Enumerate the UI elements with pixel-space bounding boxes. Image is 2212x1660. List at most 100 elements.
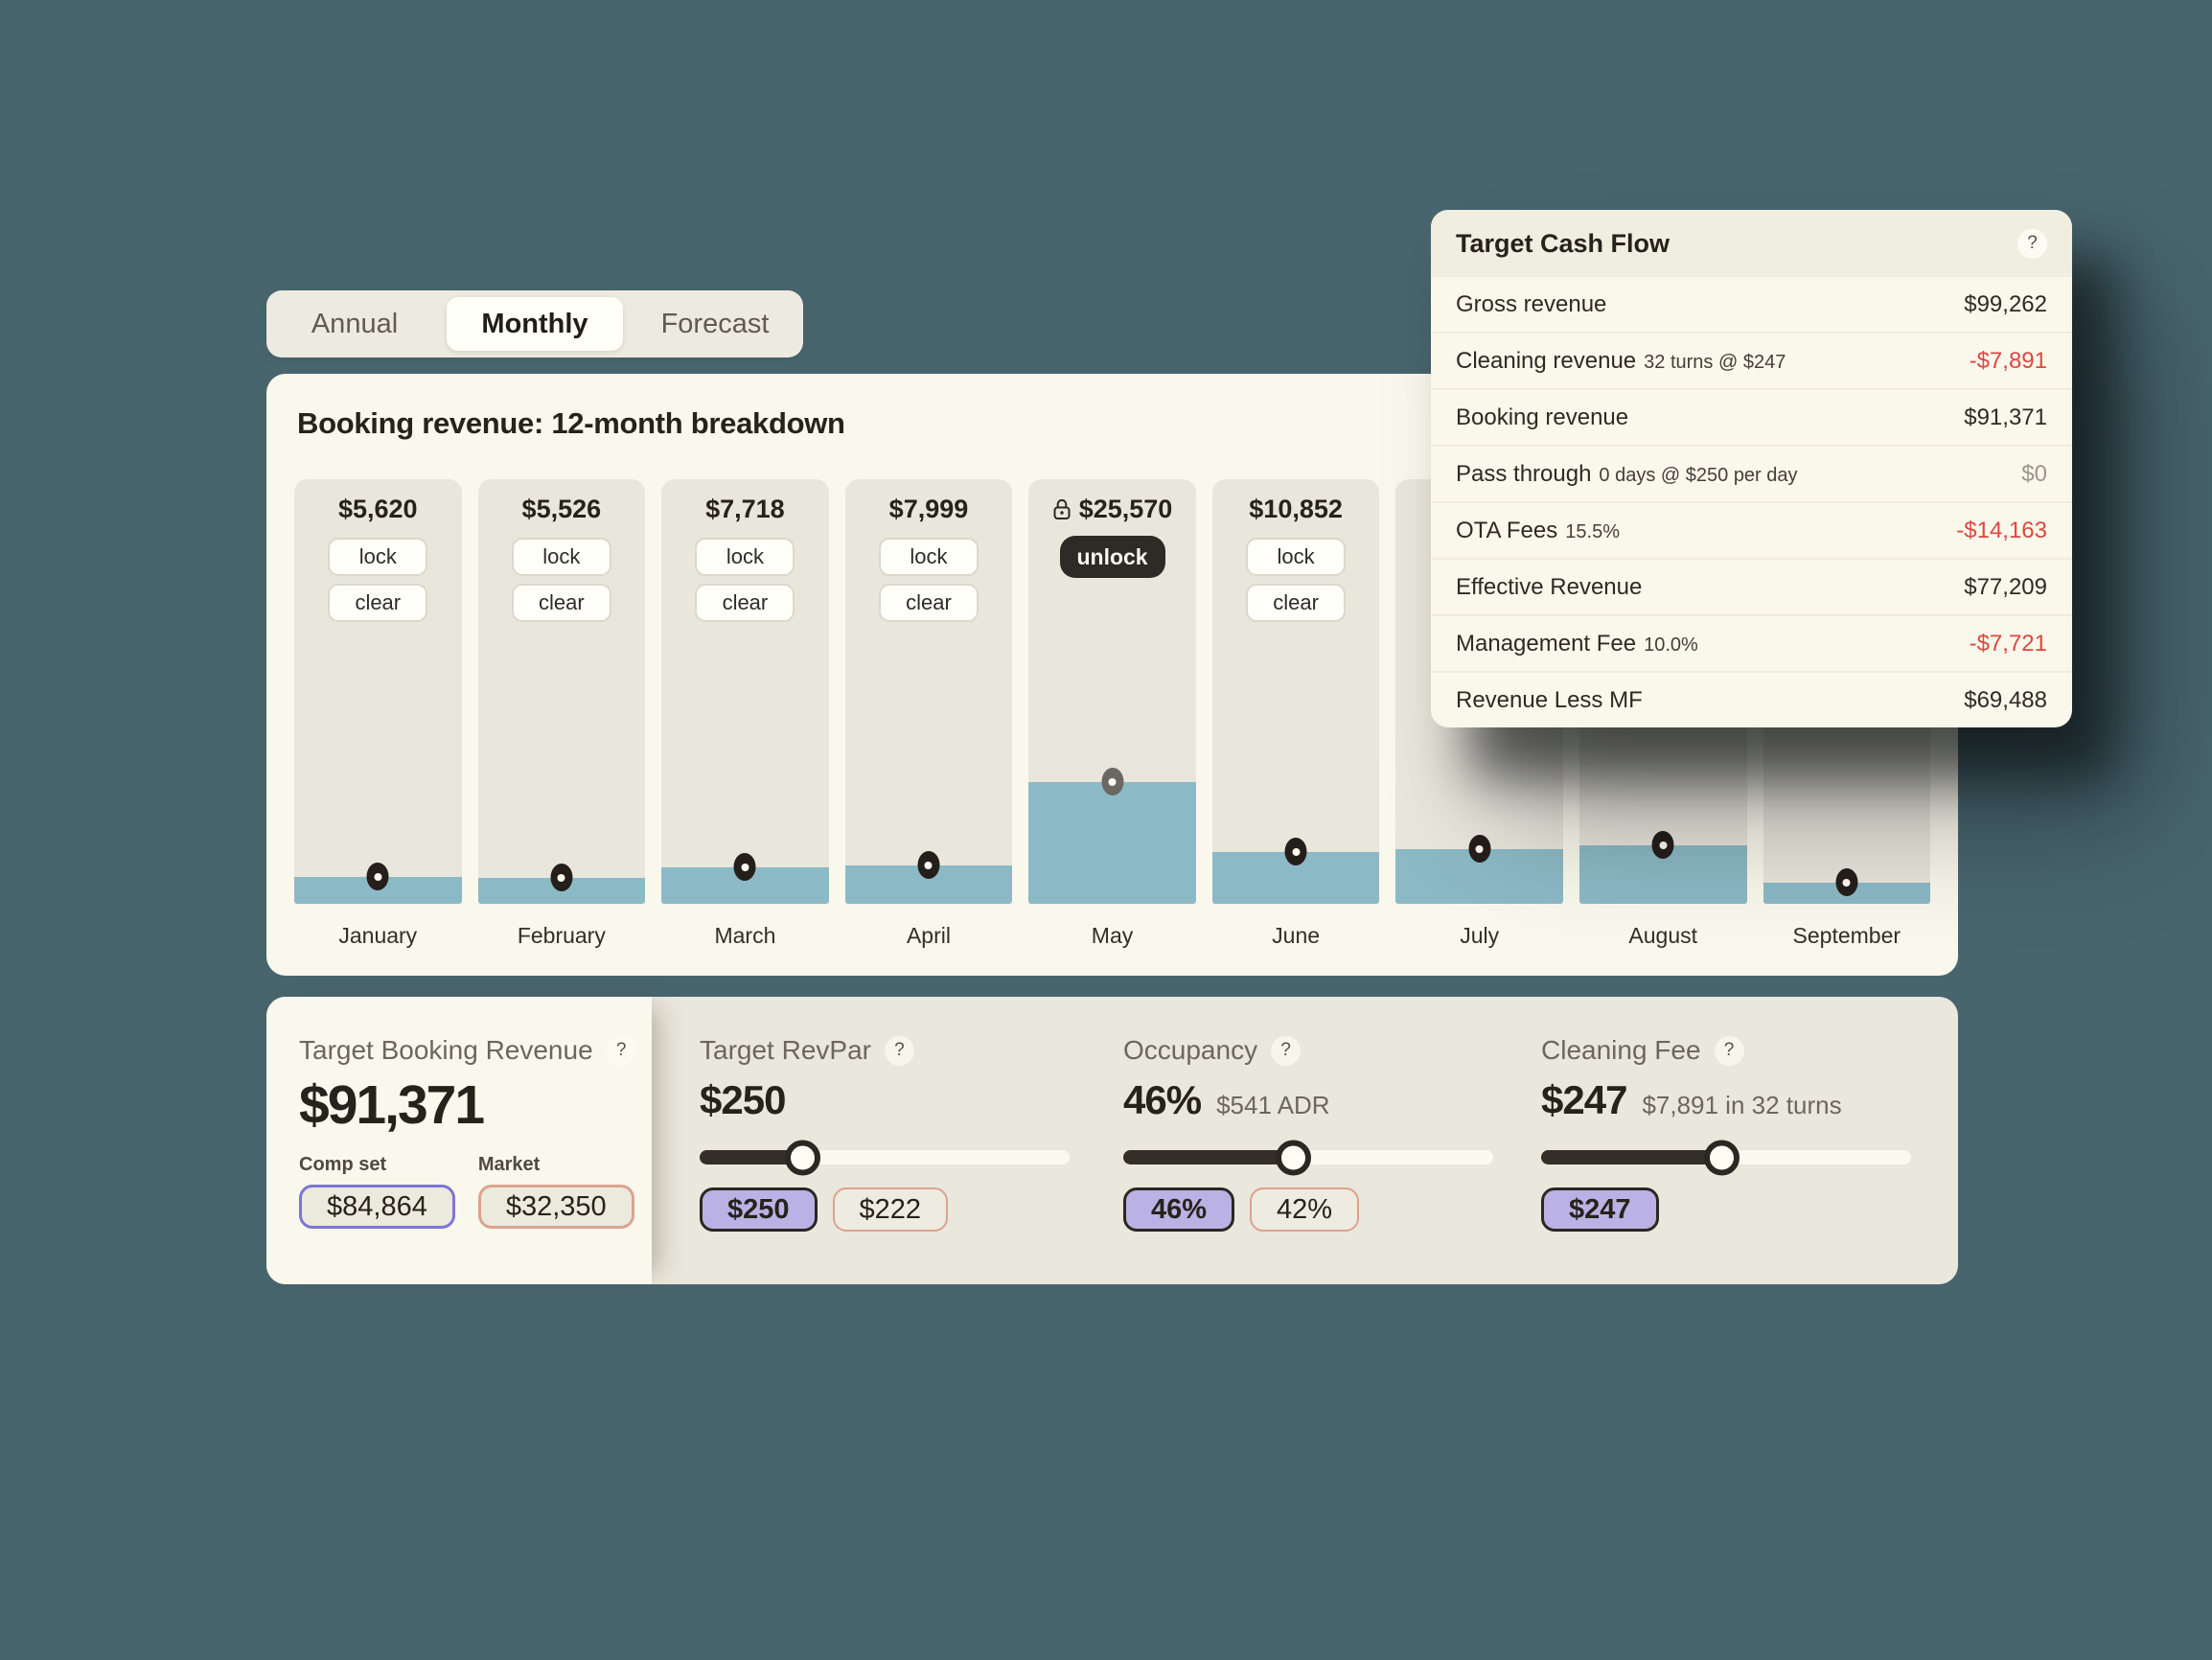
help-icon[interactable]: ? xyxy=(2017,228,2047,259)
slider-handle[interactable] xyxy=(785,1140,821,1175)
revenue-bar xyxy=(1578,831,1747,904)
revenue-bar xyxy=(477,864,646,904)
revenue-bar xyxy=(1028,768,1196,904)
slider-handle[interactable] xyxy=(1275,1140,1311,1175)
help-icon[interactable]: ? xyxy=(1271,1035,1302,1066)
slider-handle[interactable] xyxy=(733,853,756,881)
cleaning-fee-section: Cleaning Fee ? $247 $7,891 in 32 turns $… xyxy=(1541,1035,1953,1232)
row-label: Cleaning revenue xyxy=(1456,347,1637,374)
revenue-bar xyxy=(294,863,462,904)
revpar-value: $250 xyxy=(700,1077,786,1122)
revpar-market-pill[interactable]: $222 xyxy=(832,1187,949,1232)
slider-handle[interactable] xyxy=(1284,838,1307,865)
clear-button[interactable]: clear xyxy=(1246,584,1347,622)
month-slider-february[interactable]: $5,526 lock clear xyxy=(477,479,646,904)
row-sublabel: 10.0% xyxy=(1644,634,1698,656)
occupancy-market-pill[interactable]: 42% xyxy=(1250,1187,1360,1232)
month-label: April xyxy=(906,923,951,948)
row-value: $0 xyxy=(2021,460,2047,487)
comp-set-pill[interactable]: $84,864 xyxy=(299,1185,455,1229)
lock-button[interactable]: lock xyxy=(878,538,979,576)
row-value: $69,488 xyxy=(1964,686,2047,713)
slider-handle[interactable] xyxy=(1651,831,1674,859)
month-label: July xyxy=(1460,923,1500,948)
month-value: $25,570 xyxy=(1028,495,1196,524)
month-label: May xyxy=(1091,923,1134,948)
month-value: $5,620 xyxy=(337,495,418,523)
month-value: $7,718 xyxy=(705,495,785,523)
slider-handle[interactable] xyxy=(366,863,389,890)
card-title: Booking revenue: 12-month breakdown xyxy=(297,406,845,440)
section-label: Occupancy xyxy=(1123,1035,1258,1065)
cleaning-fee-slider[interactable] xyxy=(1541,1140,1911,1175)
month-slider-june[interactable]: $10,852 lock clear xyxy=(1211,479,1380,904)
metrics-footer: Target Booking Revenue ? $91,371 Comp se… xyxy=(266,997,1958,1284)
help-icon[interactable]: ? xyxy=(606,1035,636,1066)
slider-handle[interactable] xyxy=(1704,1140,1740,1175)
row-label: Revenue Less MF xyxy=(1456,686,1643,713)
month-label: September xyxy=(1792,923,1901,948)
revenue-bar xyxy=(1763,868,1931,904)
slider-handle[interactable] xyxy=(917,851,940,879)
slider-handle[interactable] xyxy=(1835,868,1858,896)
help-icon[interactable]: ? xyxy=(1714,1035,1744,1066)
cleaning-fee-value: $247 xyxy=(1541,1077,1627,1122)
cash-flow-row-cleaning-revenue: Cleaning revenue 32 turns @ $247 -$7,891 xyxy=(1431,332,2072,388)
row-sublabel: 0 days @ $250 per day xyxy=(1599,464,1798,486)
adr-note: $541 ADR xyxy=(1216,1091,1330,1119)
target-revpar-section: Target RevPar ? $250 $250 $222 xyxy=(700,1035,1112,1232)
month-slider-march[interactable]: $7,718 lock clear xyxy=(661,479,829,904)
clear-button[interactable]: clear xyxy=(878,584,979,622)
cash-flow-title: Target Cash Flow xyxy=(1456,228,1671,258)
cash-flow-row-revenue-less-mf: Revenue Less MF $69,488 xyxy=(1431,671,2072,727)
occupancy-slider[interactable] xyxy=(1123,1140,1493,1175)
month-label: March xyxy=(714,923,776,948)
month-column-april: $7,999 lock clear April xyxy=(844,479,1013,949)
month-column-march: $7,718 lock clear March xyxy=(661,479,829,949)
row-label: Effective Revenue xyxy=(1456,573,1643,600)
month-slider-april[interactable]: $7,999 lock clear xyxy=(844,479,1013,904)
view-tabbar: Annual Monthly Forecast xyxy=(266,290,803,357)
section-label: Cleaning Fee xyxy=(1541,1035,1701,1065)
cash-flow-header: Target Cash Flow ? xyxy=(1431,210,2072,277)
month-column-january: $5,620 lock clear January xyxy=(294,479,462,949)
cash-flow-row-management-fee: Management Fee 10.0% -$7,721 xyxy=(1431,614,2072,671)
month-value: $5,526 xyxy=(521,495,602,523)
lock-button[interactable]: lock xyxy=(511,538,611,576)
slider-handle[interactable] xyxy=(1101,768,1124,795)
cash-flow-row-booking-revenue: Booking revenue $91,371 xyxy=(1431,388,2072,445)
revpar-slider[interactable] xyxy=(700,1140,1070,1175)
lock-button[interactable]: lock xyxy=(695,538,795,576)
month-slider-may[interactable]: $25,570 unlock xyxy=(1028,479,1196,904)
tab-monthly[interactable]: Monthly xyxy=(447,297,623,351)
slider-handle[interactable] xyxy=(550,864,573,891)
cleaning-fee-target-pill[interactable]: $247 xyxy=(1541,1187,1659,1232)
lock-button[interactable]: lock xyxy=(328,538,428,576)
tab-annual[interactable]: Annual xyxy=(311,308,399,339)
slider-fill xyxy=(1123,1140,1311,1175)
row-value: -$7,721 xyxy=(1969,630,2047,657)
slider-fill xyxy=(700,1140,821,1175)
month-value: $7,999 xyxy=(888,495,969,523)
occupancy-target-pill[interactable]: 46% xyxy=(1123,1187,1235,1232)
tab-forecast[interactable]: Forecast xyxy=(660,308,770,339)
revpar-target-pill[interactable]: $250 xyxy=(700,1187,818,1232)
lock-button[interactable]: lock xyxy=(1246,538,1347,576)
target-booking-revenue-value: $91,371 xyxy=(299,1074,485,1136)
slider-handle[interactable] xyxy=(1468,835,1491,863)
cash-flow-row-gross-revenue: Gross revenue $99,262 xyxy=(1431,277,2072,332)
revenue-bar xyxy=(1211,838,1380,904)
month-label: August xyxy=(1628,923,1698,948)
clear-button[interactable]: clear xyxy=(328,584,428,622)
help-icon[interactable]: ? xyxy=(884,1035,914,1066)
lock-icon xyxy=(1052,498,1071,520)
revenue-bar xyxy=(844,851,1013,904)
unlock-button[interactable]: unlock xyxy=(1059,536,1165,578)
target-cash-flow-panel: Target Cash Flow ? Gross revenue $99,262… xyxy=(1431,210,2072,727)
market-pill[interactable]: $32,350 xyxy=(477,1185,634,1229)
row-value: -$14,163 xyxy=(1956,517,2047,543)
row-sublabel: 15.5% xyxy=(1565,520,1620,542)
month-slider-january[interactable]: $5,620 lock clear xyxy=(294,479,462,904)
clear-button[interactable]: clear xyxy=(511,584,611,622)
clear-button[interactable]: clear xyxy=(695,584,795,622)
